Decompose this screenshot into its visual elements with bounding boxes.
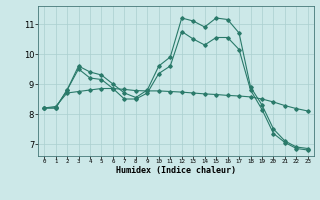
X-axis label: Humidex (Indice chaleur): Humidex (Indice chaleur) <box>116 166 236 175</box>
